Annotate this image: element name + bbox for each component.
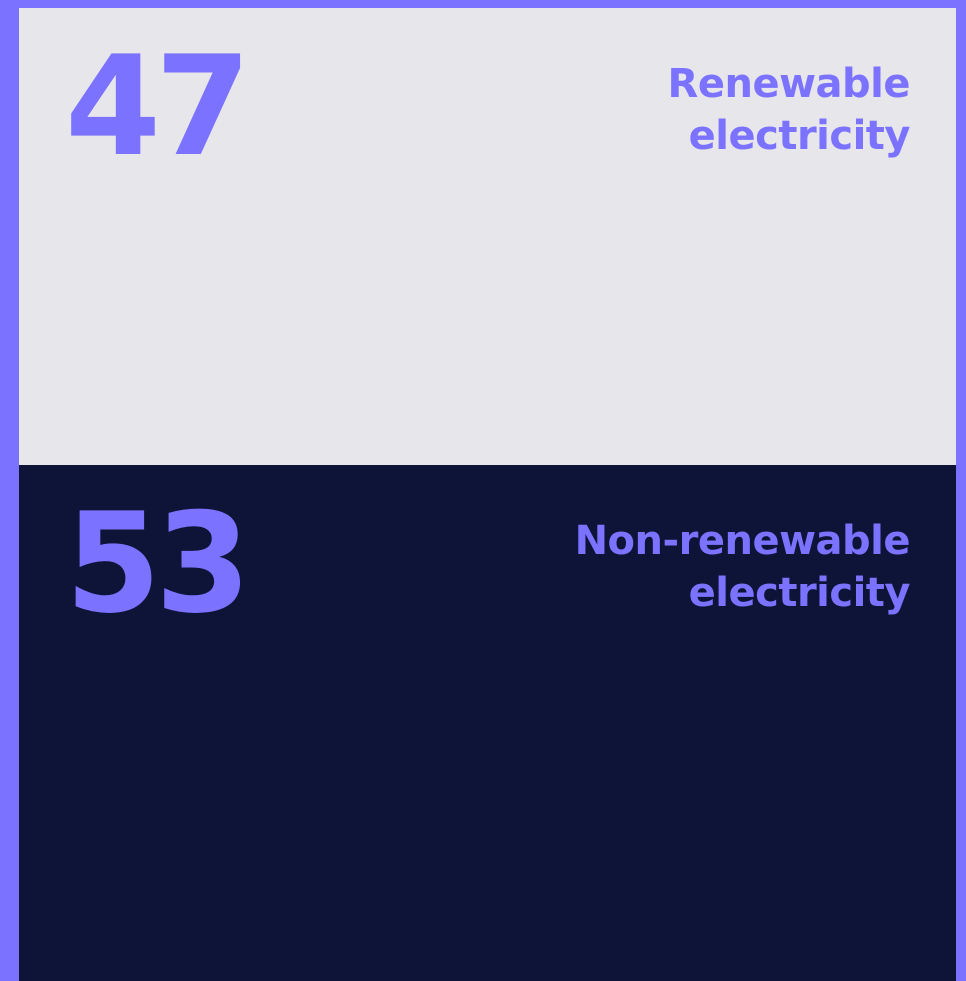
value-label: 47	[65, 26, 251, 187]
value-label: 53	[65, 483, 251, 645]
stacked-blocks: 47 Renewable electricity 53 Non-renewable e…	[19, 8, 956, 981]
category-label: Non-renewable electricity	[574, 518, 911, 617]
category-label: Renewable electricity	[667, 61, 911, 159]
block: 47 Renewable electricity	[19, 8, 956, 466]
block: 53 Non-renewable electricity	[19, 465, 956, 981]
